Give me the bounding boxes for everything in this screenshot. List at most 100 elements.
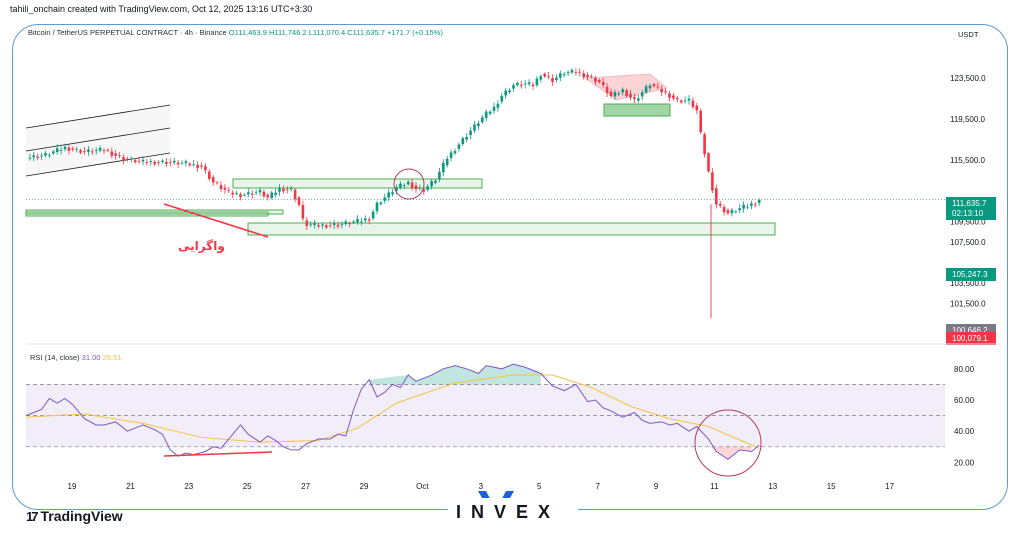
candle-body (484, 111, 488, 118)
time-tick-label: 23 (184, 482, 193, 491)
candle-body (598, 80, 601, 83)
candle-body (668, 93, 671, 98)
candle-body (516, 82, 519, 86)
candle-body (633, 97, 636, 100)
candle-body (457, 144, 461, 149)
resistance-zone-filled (603, 103, 671, 117)
candle-body (504, 90, 507, 96)
candle-body (687, 98, 691, 101)
candle-body (169, 162, 172, 164)
candle-body (165, 162, 168, 165)
currency-label[interactable]: USDT (958, 30, 979, 39)
candle-body (313, 222, 316, 225)
candle-body (722, 207, 726, 213)
candle-body (707, 153, 710, 172)
candle-body (640, 92, 644, 97)
candle-body (196, 164, 199, 168)
price-tick-label: 109,500.0 (950, 218, 986, 227)
time-tick-label: 25 (243, 482, 252, 491)
marker-gray-tag: 100,646.2 (952, 326, 988, 335)
tradingview-logo[interactable]: 17 TradingView (26, 508, 123, 524)
candle-body (547, 75, 550, 77)
candle-body (508, 90, 511, 93)
candle-body (79, 150, 82, 153)
candle-body (539, 76, 543, 80)
candle-body (344, 221, 348, 224)
channel-fill (26, 105, 170, 176)
candle-body (672, 95, 675, 99)
candle-body (325, 225, 328, 228)
candle-body (40, 155, 43, 157)
price-tick-label: 123,500.0 (950, 74, 986, 83)
candle-body (562, 74, 566, 76)
rsi-overbought-fill (369, 364, 541, 385)
time-tick-label: 13 (768, 482, 777, 491)
candle-body (367, 219, 371, 221)
candle-body (297, 197, 301, 206)
low-price-tag-bg (946, 332, 996, 345)
candle-body (235, 193, 238, 195)
marker-green-tag: 105,247.3 (952, 270, 988, 279)
candle-body (601, 82, 605, 86)
tradingview-wordmark: TradingView (40, 508, 123, 524)
rsi-value: 31.00 (81, 353, 101, 362)
candle-body (574, 72, 578, 73)
highlight-circle-price (393, 168, 425, 200)
last-price-tag: 02:13:10 (952, 209, 984, 218)
time-tick-label: 19 (68, 482, 77, 491)
rsi-line (25, 363, 760, 460)
candle-body (289, 188, 293, 190)
candle-body (757, 200, 761, 204)
candle-body (360, 221, 363, 223)
candle-body (738, 208, 741, 211)
candle-body (250, 193, 254, 195)
candle-body (566, 72, 570, 73)
candle-body (32, 155, 36, 158)
candle-body (153, 162, 156, 165)
candle-body (262, 191, 266, 197)
candle-body (695, 105, 699, 111)
candle-body (188, 163, 192, 166)
candle-body (488, 111, 492, 114)
pattern-triangle (584, 73, 668, 101)
support-zone (232, 178, 483, 189)
candle-body (321, 224, 324, 226)
candle-body (141, 159, 145, 162)
candle-body (465, 136, 468, 140)
candle-body (676, 97, 679, 100)
candle-body (500, 95, 504, 102)
candle-body (648, 85, 652, 89)
rsi-title: RSI (14, close) (30, 353, 80, 362)
credit-line: tahili_onchain created with TradingView.… (10, 4, 313, 14)
candle-body (282, 188, 285, 192)
candle-body (44, 153, 47, 156)
time-tick-label: 3 (479, 482, 484, 491)
candle-body (410, 182, 414, 188)
candle-body (59, 150, 63, 151)
candles-group (28, 68, 761, 230)
candle-body (570, 69, 574, 73)
candle-body (71, 148, 75, 150)
candle-body (91, 151, 94, 153)
support-zone (247, 222, 776, 236)
candle-body (114, 153, 117, 156)
candle-body (110, 151, 114, 156)
candle-body (98, 147, 102, 151)
candle-body (496, 103, 500, 108)
candle-body (656, 86, 660, 88)
candle-body (176, 162, 180, 165)
candle-body (67, 147, 71, 151)
candle-body (133, 160, 137, 163)
candle-body (231, 192, 234, 195)
rsi-tick-label: 60.00 (954, 396, 975, 405)
candle-body (621, 89, 624, 93)
channel-upper-line (25, 104, 171, 129)
candle-body (637, 98, 640, 101)
candle-body (629, 93, 632, 98)
candle-body (309, 224, 312, 226)
candle-body (399, 183, 402, 188)
candle-body (617, 93, 621, 95)
price-tick-label: 119,500.0 (950, 115, 986, 124)
time-tick-label: 7 (595, 482, 600, 491)
